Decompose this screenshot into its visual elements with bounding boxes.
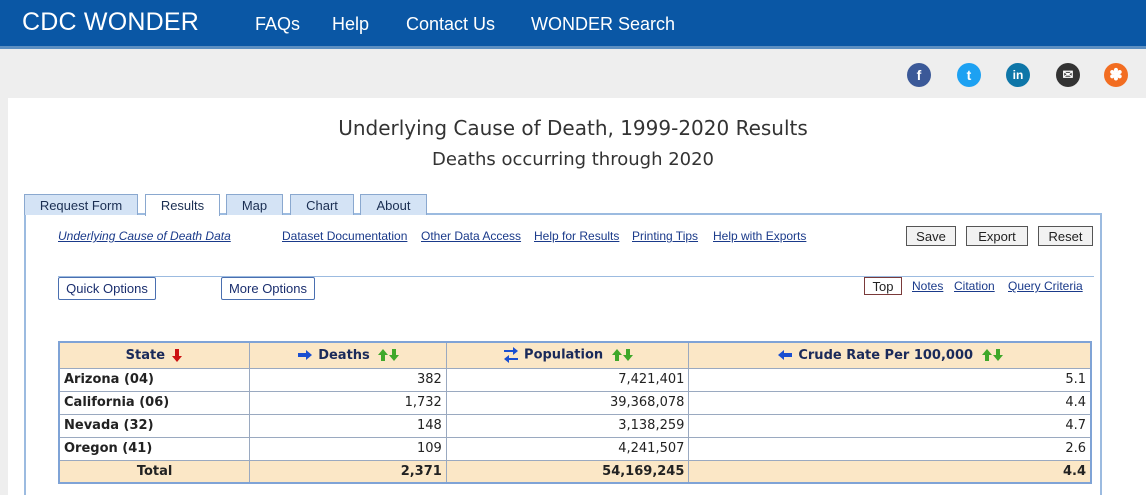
move-left-icon[interactable] [777, 350, 792, 361]
options-divider [58, 276, 1094, 277]
email-icon[interactable]: ✉ [1056, 63, 1080, 87]
cell-crude-rate: 5.1 [688, 367, 1092, 392]
more-options-tab[interactable]: More Options [221, 277, 315, 300]
column-header-deaths-label: Deaths [318, 347, 370, 363]
sort-descending-icon[interactable] [171, 348, 182, 362]
cell-deaths: 148 [249, 413, 447, 438]
tab-results[interactable]: Results [145, 194, 220, 216]
nav-contact-us[interactable]: Contact Us [406, 14, 496, 34]
linkedin-icon[interactable]: in [1006, 63, 1030, 87]
nav-help[interactable]: Help [332, 14, 370, 34]
export-button[interactable]: Export [966, 226, 1028, 246]
results-table: State Deaths Population Crude Rate Per 1… [58, 341, 1092, 484]
twitter-icon[interactable]: t [957, 63, 981, 87]
tab-request-form[interactable]: Request Form [24, 194, 138, 215]
table-row: California (06) 1,732 39,368,078 4.4 [58, 390, 1092, 415]
top-navigation-bar: CDC WONDER FAQs Help Contact Us WONDER S… [0, 0, 1146, 46]
cell-population: 3,138,259 [445, 413, 690, 438]
column-header-population-label: Population [524, 347, 604, 363]
cell-crude-rate: 2.6 [688, 436, 1092, 461]
link-citation[interactable]: Citation [954, 279, 995, 293]
cell-deaths: 109 [249, 436, 447, 461]
column-header-state[interactable]: State [58, 341, 251, 369]
column-header-deaths[interactable]: Deaths [249, 341, 447, 369]
page-subtitle: Deaths occurring through 2020 [431, 149, 715, 170]
link-other-data-access[interactable]: Other Data Access [421, 229, 522, 243]
facebook-icon[interactable]: f [907, 63, 931, 87]
sort-toggle-icon[interactable] [378, 349, 400, 362]
cell-deaths: 1,732 [249, 390, 447, 415]
table-total-row: Total 2,371 54,169,245 4.4 [58, 459, 1092, 484]
save-button[interactable]: Save [906, 226, 956, 246]
cell-total-crude-rate: 4.4 [688, 459, 1092, 484]
link-notes[interactable]: Notes [912, 279, 944, 293]
tab-chart[interactable]: Chart [290, 194, 354, 215]
page-title: Underlying Cause of Death, 1999-2020 Res… [338, 116, 808, 140]
link-help-for-results[interactable]: Help for Results [534, 229, 620, 243]
link-query-criteria[interactable]: Query Criteria [1008, 279, 1083, 293]
column-header-crude-rate-label: Crude Rate Per 100,000 [798, 347, 974, 363]
table-header-row: State Deaths Population Crude Rate Per 1… [58, 341, 1092, 369]
cell-population: 39,368,078 [445, 390, 690, 415]
top-anchor-button[interactable]: Top [864, 277, 902, 295]
cell-total-deaths: 2,371 [249, 459, 447, 484]
swap-icon[interactable] [503, 346, 518, 364]
move-right-icon[interactable] [297, 350, 312, 361]
quick-options-tab[interactable]: Quick Options [58, 277, 156, 300]
nav-faqs[interactable]: FAQs [255, 14, 301, 34]
link-printing-tips[interactable]: Printing Tips [632, 229, 699, 243]
tab-map[interactable]: Map [226, 194, 283, 215]
cell-deaths: 382 [249, 367, 447, 392]
tab-about[interactable]: About [360, 194, 427, 215]
cell-state: Oregon (41) [58, 436, 251, 461]
reset-button[interactable]: Reset [1038, 226, 1093, 246]
column-header-crude-rate[interactable]: Crude Rate Per 100,000 [688, 341, 1092, 369]
brand-logo[interactable]: CDC WONDER [22, 8, 199, 36]
table-row: Oregon (41) 109 4,241,507 2.6 [58, 436, 1092, 461]
table-row: Arizona (04) 382 7,421,401 5.1 [58, 367, 1092, 392]
cell-state: Arizona (04) [58, 367, 251, 392]
link-dataset-documentation[interactable]: Dataset Documentation [282, 229, 408, 243]
nav-wonder-search[interactable]: WONDER Search [531, 14, 676, 34]
column-header-population[interactable]: Population [445, 341, 690, 369]
cell-state: Nevada (32) [58, 413, 251, 438]
cell-state: California (06) [58, 390, 251, 415]
link-dataset-name[interactable]: Underlying Cause of Death Data [58, 229, 231, 243]
cell-population: 4,241,507 [445, 436, 690, 461]
link-help-with-exports[interactable]: Help with Exports [713, 229, 807, 243]
header-divider [0, 46, 1146, 49]
syndication-icon[interactable]: ✽ [1104, 63, 1128, 87]
sort-toggle-icon[interactable] [611, 349, 634, 362]
cell-total-population: 54,169,245 [445, 459, 690, 484]
cell-population: 7,421,401 [445, 367, 690, 392]
table-row: Nevada (32) 148 3,138,259 4.7 [58, 413, 1092, 438]
sort-toggle-icon[interactable] [981, 349, 1004, 362]
cell-total-label: Total [58, 459, 251, 484]
cell-crude-rate: 4.4 [688, 390, 1092, 415]
column-header-state-label: State [125, 347, 166, 363]
cell-crude-rate: 4.7 [688, 413, 1092, 438]
